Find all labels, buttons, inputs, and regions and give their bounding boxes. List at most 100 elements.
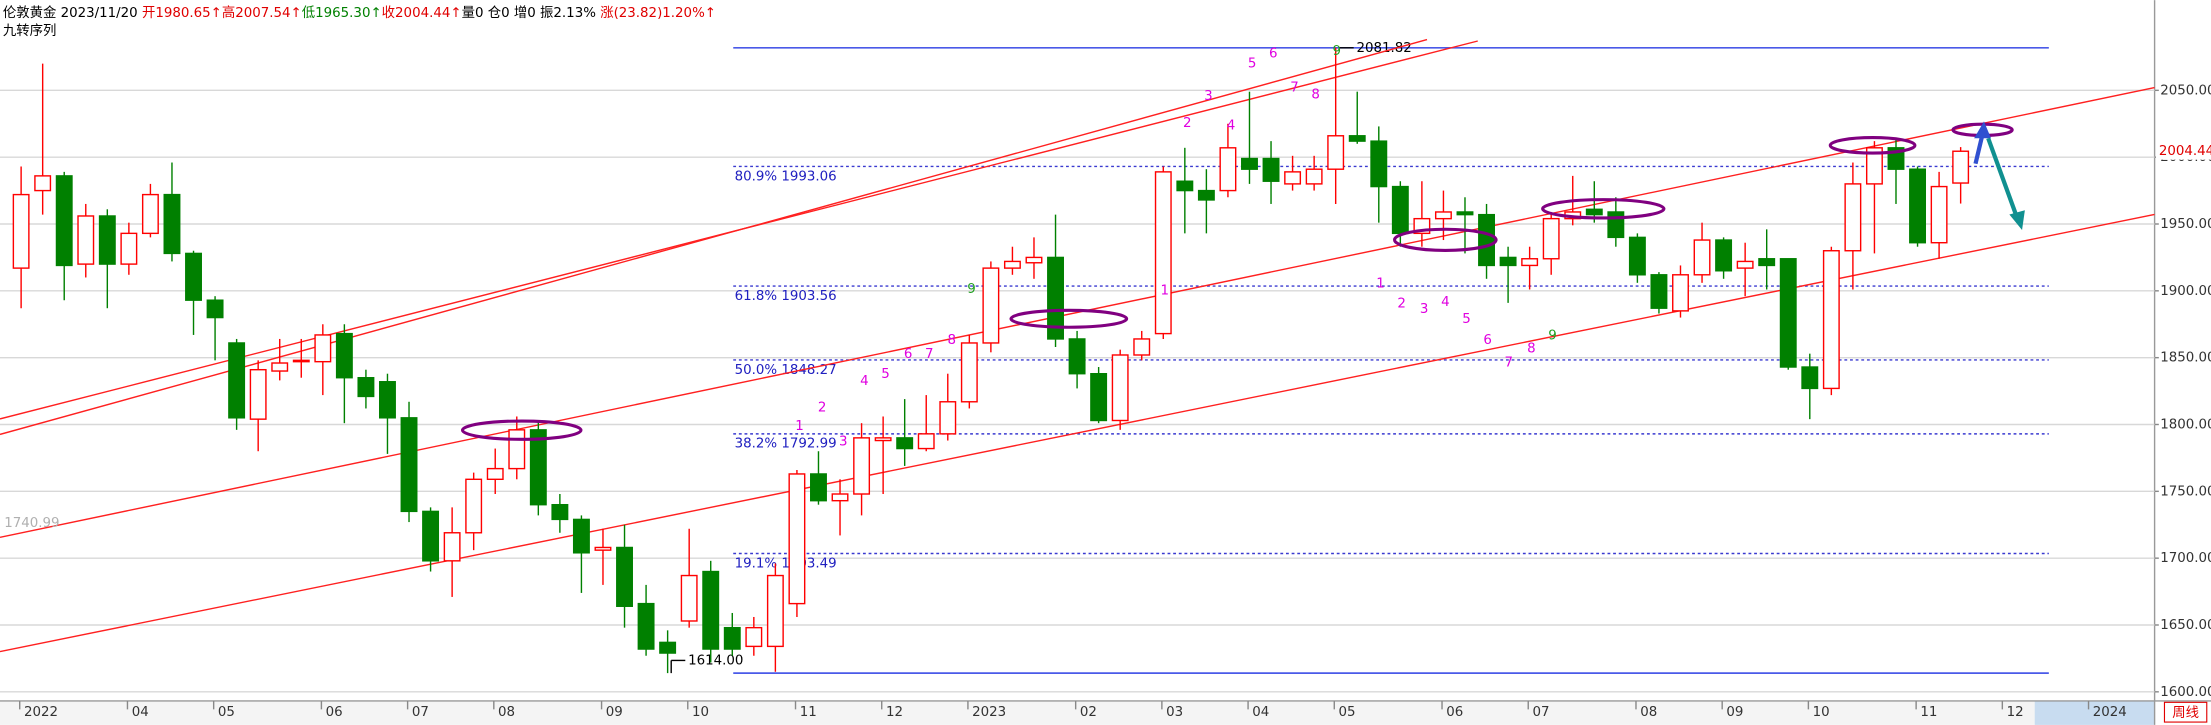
amplitude: 振2.13% (540, 5, 596, 21)
candle-body (141, 193, 159, 235)
candle-body (1068, 338, 1086, 375)
grid (0, 89, 2155, 693)
header: 伦敦黄金 2023/11/20 开1980.65↑高2007.54↑低1965.… (3, 4, 716, 21)
candle-body (680, 574, 698, 622)
candle-body (1284, 171, 1302, 185)
y-tick-label: 1600.00 (2160, 685, 2211, 700)
arrows (1973, 121, 2025, 230)
x-tick-label: 05 (1339, 705, 1356, 720)
low: 低1965.30↑ (302, 5, 382, 21)
candle-body (1499, 256, 1517, 267)
candle-body (486, 467, 504, 481)
channel-line (0, 86, 2155, 539)
period[interactable]: 周线 (2172, 705, 2199, 721)
nine-turn-digit: 9 (1548, 329, 1557, 344)
nine-turn-digit: 7 (1290, 81, 1299, 96)
candle-body (594, 546, 612, 551)
candle-body (443, 532, 461, 562)
candle-body (874, 437, 892, 442)
x-tick-label: 07 (412, 705, 429, 720)
nine-turn-digit: 5 (881, 367, 890, 382)
nine-turn-digit: 7 (925, 347, 934, 362)
candle-body (163, 193, 181, 255)
arrow-down (1986, 137, 2019, 217)
candle-body (120, 232, 138, 265)
nine-turn-digit: 3 (1204, 89, 1213, 104)
candle-body (1047, 256, 1064, 340)
candle-body (1650, 274, 1668, 309)
candle-body (1736, 260, 1754, 269)
level-label: 1614.00 (688, 653, 743, 668)
x-axis-band (0, 700, 2155, 725)
candle-body (1003, 260, 1021, 269)
level-label: 61.8% 1903.56 (735, 289, 837, 304)
candle-body (637, 602, 655, 650)
candle-body (1930, 185, 1948, 244)
increase: 增0 (514, 5, 536, 21)
candle-body (1025, 256, 1043, 264)
x-tick-label: 2022 (24, 705, 58, 720)
candle-body (1822, 250, 1840, 390)
candle-body (508, 429, 526, 470)
level-label: 2081.82 (1356, 41, 1411, 56)
candle-body (422, 510, 440, 562)
nine-turn-digit: 5 (1248, 57, 1257, 72)
x-tick-label: 10 (692, 705, 709, 720)
change: 涨(23.82)1.20%↑ (600, 5, 716, 21)
y-tick-label: 1700.00 (2160, 551, 2211, 566)
x-tick-label: 12 (886, 705, 903, 720)
level-label: 80.9% 1993.06 (735, 169, 837, 184)
candle-body (702, 570, 720, 650)
highlight-ellipse (1009, 308, 1129, 329)
y-tick-label: 1900.00 (2160, 284, 2211, 299)
nine-turn-digit: 8 (1527, 341, 1536, 356)
x-tick-label: 05 (218, 705, 235, 720)
candle-body (982, 267, 1000, 344)
nine-turn-digit: 9 (1332, 44, 1341, 59)
candle-body (1305, 168, 1323, 185)
x-tick-label: 11 (1920, 705, 1937, 720)
position: 仓0 (488, 5, 510, 21)
candle-body (228, 342, 246, 419)
nine-turn-digit: 6 (904, 347, 913, 362)
candle-body (34, 175, 52, 192)
nine-turn-digit: 1 (1376, 277, 1385, 292)
candle-body (572, 518, 590, 554)
x-tick-label: 04 (132, 705, 149, 720)
candle-body (1801, 366, 1819, 390)
volume: 量0 (462, 5, 484, 21)
candle-body (960, 342, 978, 403)
cursor-label: 1740.99 (4, 516, 59, 531)
candle-body (271, 362, 289, 372)
highlight-ellipse (1828, 136, 1917, 155)
x-tick-label: 09 (1726, 705, 1743, 720)
candle-body (55, 175, 73, 267)
candle-body (1865, 147, 1883, 185)
candle-body (1542, 217, 1560, 260)
highlight-ellipse (460, 419, 583, 441)
x-tick-label: 12 (2007, 705, 2024, 720)
candle-body (77, 215, 95, 265)
y-tick-label: 1750.00 (2160, 484, 2211, 499)
period-box[interactable] (2163, 701, 2208, 723)
y-tick-label: 1850.00 (2160, 351, 2211, 366)
nine-turn-digit: 2 (1397, 296, 1406, 311)
candle-body (1715, 239, 1733, 272)
y-tick-label: 2050.00 (2160, 83, 2211, 98)
nine-turn-digit: 2 (1183, 116, 1192, 131)
candle-body (98, 215, 116, 265)
candle-body (1133, 338, 1151, 356)
candle-body (1219, 147, 1237, 192)
candle-body (249, 368, 267, 420)
nine-turn-digit: 1 (1160, 284, 1169, 299)
last-price-box (2156, 142, 2211, 160)
candle-body (1197, 189, 1215, 201)
nine-turn-digit: 7 (1505, 356, 1514, 371)
candle-body (1391, 185, 1409, 235)
nine-turn-digit: 4 (860, 374, 869, 389)
candle-body (529, 429, 547, 506)
candle-body (1176, 180, 1194, 192)
